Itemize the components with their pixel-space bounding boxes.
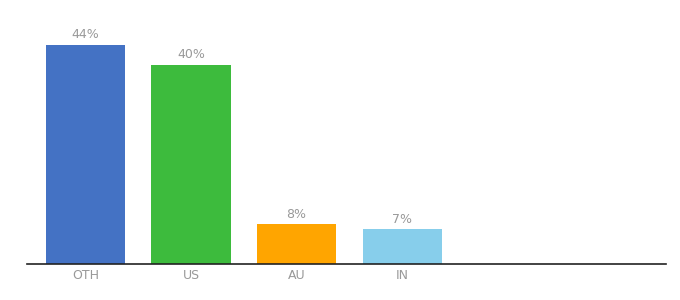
Bar <box>257 224 336 264</box>
Bar <box>152 65 231 264</box>
Bar <box>46 45 125 264</box>
Text: 8%: 8% <box>286 208 307 221</box>
Bar <box>362 229 442 264</box>
Text: 44%: 44% <box>71 28 99 41</box>
Text: 7%: 7% <box>392 213 412 226</box>
Text: 40%: 40% <box>177 48 205 61</box>
